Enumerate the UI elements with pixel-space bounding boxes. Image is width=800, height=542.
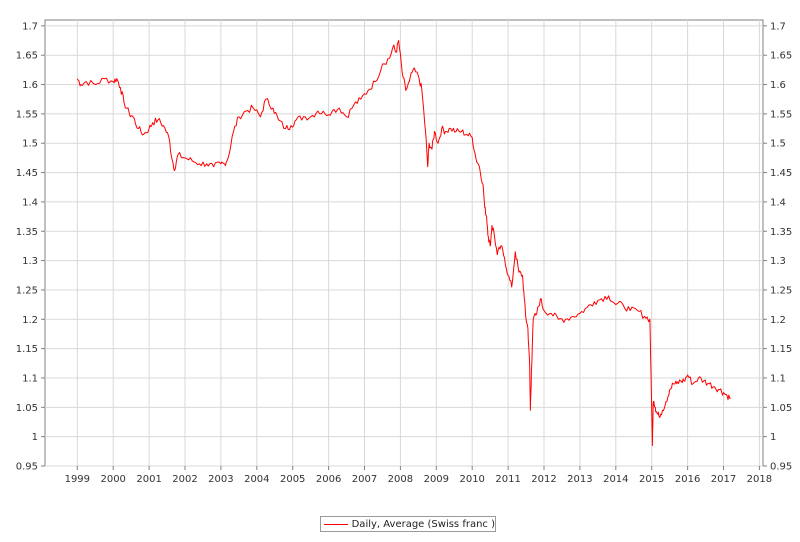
series-layer bbox=[76, 40, 731, 446]
y-tick-label-right: 1.5 bbox=[770, 139, 786, 150]
y-tick-label-right: 1.7 bbox=[770, 21, 786, 32]
legend-label: Daily, Average (Swiss franc ) bbox=[351, 518, 495, 530]
x-tick-label: 2001 bbox=[136, 474, 161, 485]
x-tick-label: 2017 bbox=[711, 474, 736, 485]
x-tick-label: 2014 bbox=[603, 474, 628, 485]
legend-swatch bbox=[324, 523, 348, 525]
x-tick-label: 2006 bbox=[316, 474, 341, 485]
x-tick-label: 2007 bbox=[352, 474, 377, 485]
x-tick-label: 2003 bbox=[208, 474, 233, 485]
y-tick-label-left: 1.3 bbox=[22, 256, 38, 267]
x-tick-label: 2015 bbox=[639, 474, 664, 485]
x-tick-label: 2011 bbox=[495, 474, 520, 485]
y-tick-label-right: 1.65 bbox=[770, 51, 792, 62]
y-tick-label-right: 1.3 bbox=[770, 256, 786, 267]
y-tick-label-left: 1.35 bbox=[16, 227, 38, 238]
y-tick-label-right: 1.45 bbox=[770, 168, 792, 179]
y-tick-label-left: 1.4 bbox=[22, 197, 38, 208]
y-tick-label-right: 1.2 bbox=[770, 315, 786, 326]
y-tick-label-right: 1.1 bbox=[770, 373, 786, 384]
y-tick-label-left: 1.2 bbox=[22, 315, 38, 326]
x-tick-label: 2004 bbox=[244, 474, 269, 485]
y-tick-label-right: 1.05 bbox=[770, 403, 792, 414]
x-tick-label: 2008 bbox=[388, 474, 413, 485]
x-tick-label: 2010 bbox=[459, 474, 484, 485]
x-tick-label: 2013 bbox=[567, 474, 592, 485]
y-tick-label-left: 1.1 bbox=[22, 373, 38, 384]
y-tick-label-left: 1.6 bbox=[22, 80, 38, 91]
x-tick-label: 1999 bbox=[65, 474, 90, 485]
grid-lines bbox=[45, 20, 763, 467]
y-tick-label-right: 1.15 bbox=[770, 344, 792, 355]
y-tick-label-left: 1 bbox=[32, 432, 38, 443]
series-line bbox=[76, 40, 731, 446]
y-tick-label-left: 1.05 bbox=[16, 403, 38, 414]
y-tick-label-right: 1.6 bbox=[770, 80, 786, 91]
y-tick-label-left: 1.25 bbox=[16, 285, 38, 296]
x-tick-label: 2016 bbox=[675, 474, 700, 485]
y-tick-label-right: 1.4 bbox=[770, 197, 786, 208]
y-tick-label-right: 0.95 bbox=[770, 462, 792, 473]
plot-area bbox=[44, 19, 764, 467]
y-tick-label-right: 1 bbox=[770, 432, 776, 443]
y-tick-label-right: 1.25 bbox=[770, 285, 792, 296]
y-tick-label-left: 1.55 bbox=[16, 109, 38, 120]
x-tick-label: 2005 bbox=[280, 474, 305, 485]
y-tick-label-right: 1.55 bbox=[770, 109, 792, 120]
y-tick-label-left: 1.7 bbox=[22, 21, 38, 32]
x-tick-label: 2012 bbox=[531, 474, 556, 485]
x-tick-label: 2002 bbox=[172, 474, 197, 485]
y-tick-label-left: 1.15 bbox=[16, 344, 38, 355]
x-tick-label: 2000 bbox=[100, 474, 125, 485]
y-tick-label-right: 1.35 bbox=[770, 227, 792, 238]
x-tick-label: 2018 bbox=[747, 474, 772, 485]
y-tick-label-left: 1.65 bbox=[16, 51, 38, 62]
y-tick-label-left: 0.95 bbox=[16, 462, 38, 473]
y-tick-label-left: 1.5 bbox=[22, 139, 38, 150]
y-tick-label-left: 1.45 bbox=[16, 168, 38, 179]
axis-ticks: 0.95 0.95 1 1 1.05 1.05 1.1 1.1 1.15 1.15 1.2 1.2 1.… bbox=[16, 21, 793, 485]
legend: Daily, Average (Swiss franc ) bbox=[320, 516, 496, 532]
x-tick-label: 2009 bbox=[424, 474, 449, 485]
